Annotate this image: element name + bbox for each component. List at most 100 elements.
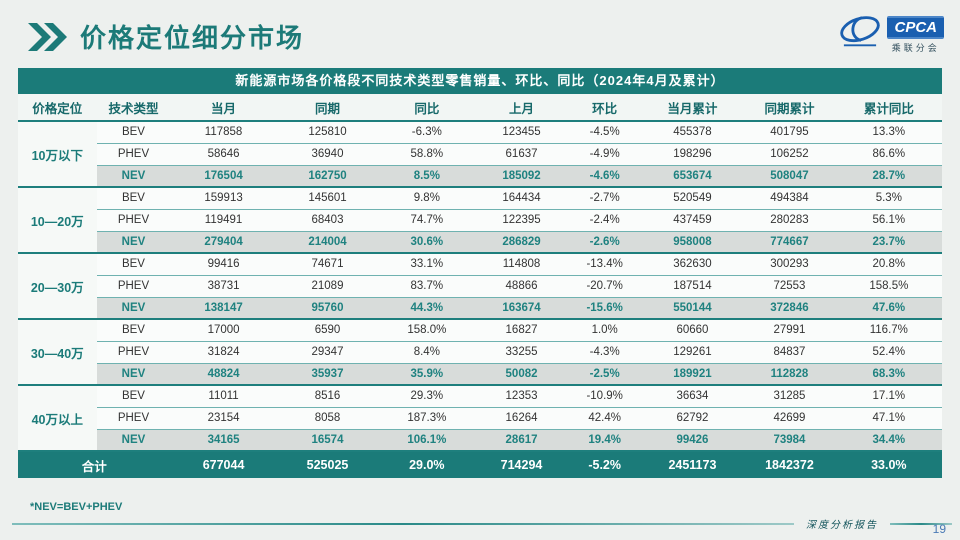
value-cell: 494384 — [743, 186, 836, 209]
price-segment-label: 30—40万 — [18, 318, 97, 385]
value-cell: 34165 — [170, 428, 277, 451]
value-cell: 119491 — [170, 208, 277, 231]
value-cell: 83.7% — [378, 274, 476, 297]
column-header: 技术类型 — [96, 94, 171, 121]
value-cell: 29.3% — [378, 384, 476, 407]
column-header: 同比 — [378, 94, 476, 121]
value-cell: -4.3% — [567, 340, 642, 363]
value-cell: 74671 — [276, 252, 379, 275]
price-segment-table: 价格定位 技术类型 当月 同期 同比 上月 环比 当月累计 同期累计 累计同比 … — [18, 94, 942, 478]
tech-type-cell: BEV — [96, 384, 171, 407]
value-cell: 774667 — [743, 230, 836, 253]
value-cell: 189921 — [641, 362, 744, 385]
value-cell: 214004 — [276, 230, 379, 253]
value-cell: 106252 — [743, 142, 836, 165]
value-cell: 17000 — [170, 318, 277, 341]
value-cell: -10.9% — [567, 384, 642, 407]
value-cell: 198296 — [641, 142, 744, 165]
value-cell: 58646 — [170, 142, 277, 165]
cpca-subtitle: 乘联分会 — [891, 42, 940, 53]
footnote: *NEV=BEV+PHEV — [30, 501, 123, 513]
table-row: 40万以上 BEV 11011 8516 29.3% 12353 -10.9% … — [18, 384, 942, 451]
value-cell: 61637 — [475, 142, 568, 165]
page-title: 价格定位细分市场 — [80, 23, 305, 53]
value-cell: 12353 — [475, 384, 568, 407]
value-cell: 95760 — [276, 296, 379, 319]
column-header: 当月累计 — [641, 94, 744, 121]
data-table-container: 新能源市场各价格段不同技术类型零售销量、环比、同比（2024年4月及累计） 价格… — [18, 68, 942, 478]
value-cell: 550144 — [641, 296, 744, 319]
value-cell: 21089 — [276, 274, 379, 297]
total-value-cell: 29.0% — [378, 450, 476, 478]
value-cell: 58.8% — [378, 142, 476, 165]
value-cell: 122395 — [475, 208, 568, 231]
table-row: 20—30万 BEV 99416 74671 33.1% 114808 -13.… — [18, 252, 942, 319]
value-cell: 508047 — [743, 164, 836, 187]
value-cell: 159913 — [170, 186, 277, 209]
value-cell: 73984 — [743, 428, 836, 451]
table-row-nev: NEV 34165 16574 106.1% 28617 19.4% 99426… — [18, 428, 942, 451]
tech-type-cell: NEV — [96, 296, 171, 319]
tech-type-cell: BEV — [96, 120, 171, 143]
value-cell: -20.7% — [567, 274, 642, 297]
tech-type-cell: NEV — [96, 428, 171, 451]
value-cell: 50082 — [475, 362, 568, 385]
value-cell: 9.8% — [378, 186, 476, 209]
value-cell: 35.9% — [378, 362, 476, 385]
value-cell: -4.5% — [567, 120, 642, 143]
value-cell: 36940 — [276, 142, 379, 165]
tech-type-cell: BEV — [96, 318, 171, 341]
value-cell: 5.3% — [835, 186, 942, 209]
tech-type-cell: PHEV — [96, 142, 171, 165]
table-row-nev: NEV 138147 95760 44.3% 163674 -15.6% 550… — [18, 296, 942, 319]
value-cell: 33.1% — [378, 252, 476, 275]
value-cell: 28.7% — [835, 164, 942, 187]
value-cell: -4.6% — [567, 164, 642, 187]
column-header: 同期 — [276, 94, 379, 121]
value-cell: -15.6% — [567, 296, 642, 319]
value-cell: 114808 — [475, 252, 568, 275]
value-cell: 30.6% — [378, 230, 476, 253]
total-value-cell: 525025 — [276, 450, 379, 478]
cpca-logo-text: CPCA 乘联分会 — [887, 15, 944, 54]
value-cell: 158.0% — [378, 318, 476, 341]
value-cell: 35937 — [276, 362, 379, 385]
tech-type-cell: PHEV — [96, 274, 171, 297]
footer-brand: 深度分析报告 — [806, 520, 878, 531]
value-cell: 185092 — [475, 164, 568, 187]
value-cell: 17.1% — [835, 384, 942, 407]
value-cell: 138147 — [170, 296, 277, 319]
value-cell: 8058 — [276, 406, 379, 429]
value-cell: 162750 — [276, 164, 379, 187]
value-cell: 362630 — [641, 252, 744, 275]
value-cell: 8.5% — [378, 164, 476, 187]
table-row: PHEV 58646 36940 58.8% 61637 -4.9% 19829… — [18, 142, 942, 165]
value-cell: 164434 — [475, 186, 568, 209]
value-cell: 158.5% — [835, 274, 942, 297]
value-cell: -2.7% — [567, 186, 642, 209]
value-cell: -4.9% — [567, 142, 642, 165]
page-number: 19 — [932, 522, 946, 536]
double-chevron-icon — [28, 22, 68, 51]
table-row: 10万以下 BEV 117858 125810 -6.3% 123455 -4.… — [18, 120, 942, 187]
tech-type-cell: BEV — [96, 252, 171, 275]
footer-line-right — [890, 522, 952, 525]
total-value-cell: 33.0% — [835, 450, 942, 478]
value-cell: 36634 — [641, 384, 744, 407]
table-row: 30—40万 BEV 17000 6590 158.0% 16827 1.0% … — [18, 318, 942, 385]
price-segment-label: 40万以上 — [18, 384, 97, 451]
value-cell: 300293 — [743, 252, 836, 275]
column-header: 同期累计 — [743, 94, 836, 121]
value-cell: 176504 — [170, 164, 277, 187]
value-cell: 23.7% — [835, 230, 942, 253]
table-total-row: 合计 677044 525025 29.0% 714294 -5.2% 2451… — [18, 450, 942, 478]
tech-type-cell: NEV — [96, 164, 171, 187]
value-cell: 13.3% — [835, 120, 942, 143]
table-row: 10—20万 BEV 159913 145601 9.8% 164434 -2.… — [18, 186, 942, 253]
value-cell: 958008 — [641, 230, 744, 253]
tech-type-cell: PHEV — [96, 340, 171, 363]
value-cell: 163674 — [475, 296, 568, 319]
value-cell: 68403 — [276, 208, 379, 231]
tech-type-cell: NEV — [96, 362, 171, 385]
total-value-cell: 677044 — [170, 450, 277, 478]
